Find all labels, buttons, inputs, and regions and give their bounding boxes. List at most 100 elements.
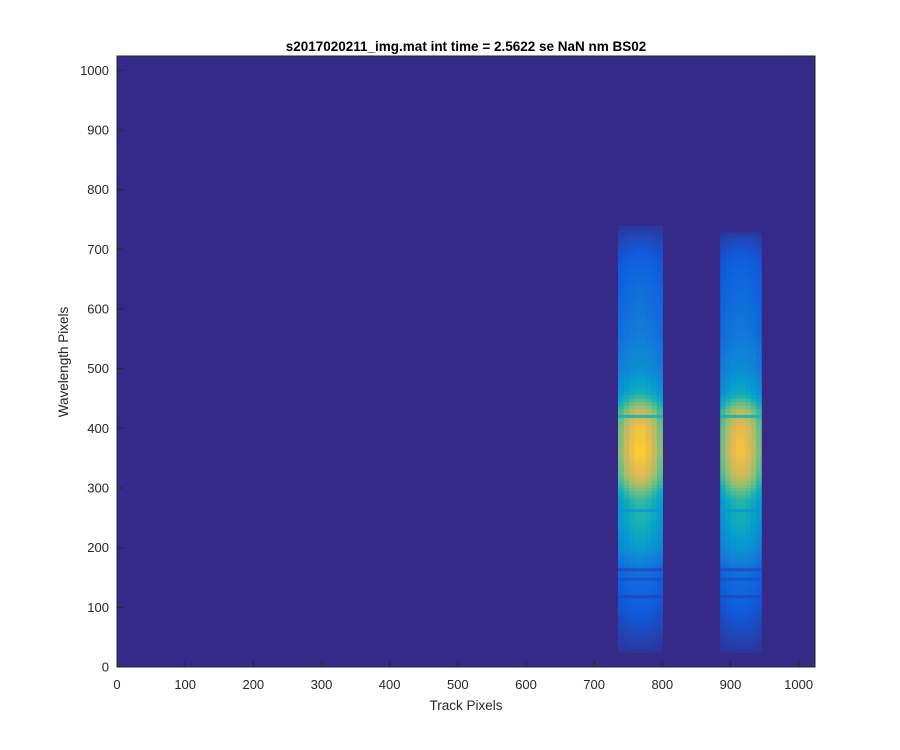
heatmap-cell bbox=[656, 623, 663, 628]
heatmap-cell bbox=[651, 619, 658, 625]
heatmap-cell bbox=[735, 455, 742, 460]
heatmap-cell bbox=[634, 619, 641, 625]
heatmap-cell bbox=[640, 627, 647, 632]
heatmap-cell bbox=[651, 616, 658, 621]
heatmap-cell bbox=[634, 641, 641, 646]
heatmap-cell bbox=[725, 383, 732, 388]
heatmap-cell bbox=[623, 394, 630, 399]
heatmap-cell bbox=[745, 512, 752, 517]
heatmap-cell bbox=[618, 229, 625, 234]
heatmap-cell bbox=[735, 236, 742, 241]
heatmap-cell bbox=[651, 319, 658, 324]
heatmap-cell bbox=[640, 394, 647, 399]
heatmap-cell bbox=[745, 587, 752, 592]
heatmap-cell bbox=[725, 430, 732, 435]
x-tick-label: 700 bbox=[583, 677, 605, 692]
heatmap-cell bbox=[756, 308, 762, 313]
heatmap-cell bbox=[651, 387, 658, 392]
heatmap-cell bbox=[656, 372, 663, 378]
heatmap-cell bbox=[651, 644, 658, 650]
heatmap-cell bbox=[618, 344, 625, 349]
heatmap-cell bbox=[735, 444, 742, 449]
heatmap-cell bbox=[730, 369, 737, 374]
heatmap-cell bbox=[720, 648, 726, 653]
heatmap-cell bbox=[720, 254, 726, 259]
heatmap-cell bbox=[740, 630, 747, 635]
heatmap-cell bbox=[623, 254, 630, 259]
heatmap-cell bbox=[720, 276, 726, 281]
heatmap-cell bbox=[640, 233, 647, 238]
heatmap-cell bbox=[651, 294, 658, 299]
heatmap-cell bbox=[645, 376, 652, 381]
heatmap-cell bbox=[745, 584, 752, 589]
heatmap-cell bbox=[730, 623, 737, 628]
heatmap-cell bbox=[645, 437, 652, 442]
heatmap-cell bbox=[629, 634, 636, 639]
heatmap-cell bbox=[629, 476, 636, 481]
heatmap-cell bbox=[623, 329, 630, 335]
heatmap-cell bbox=[740, 337, 747, 342]
heatmap-cell bbox=[629, 226, 636, 231]
heatmap-cell bbox=[656, 473, 663, 478]
heatmap-cell bbox=[651, 247, 658, 252]
heatmap-cell bbox=[651, 648, 658, 653]
heatmap-cell bbox=[745, 541, 752, 546]
heatmap-cell bbox=[730, 387, 737, 392]
heatmap-cell bbox=[623, 476, 630, 481]
heatmap-cell bbox=[640, 548, 647, 553]
heatmap-cell bbox=[750, 258, 757, 263]
heatmap-cell bbox=[618, 276, 625, 281]
heatmap-cell bbox=[618, 233, 625, 238]
heatmap-cell bbox=[735, 559, 742, 564]
heatmap-cell bbox=[750, 412, 757, 417]
heatmap-cell bbox=[623, 372, 630, 378]
heatmap-cell bbox=[618, 379, 625, 385]
heatmap-cell bbox=[618, 225, 625, 227]
heatmap-cell bbox=[756, 326, 762, 331]
heatmap-cell bbox=[651, 573, 658, 578]
heatmap-cell bbox=[745, 616, 752, 621]
heatmap-cell bbox=[735, 473, 742, 478]
heatmap-cell bbox=[720, 354, 726, 360]
heatmap-cell bbox=[645, 591, 652, 596]
heatmap-cell bbox=[629, 494, 636, 499]
heatmap-cell bbox=[735, 548, 742, 553]
heatmap-cell bbox=[623, 505, 630, 510]
heatmap-cell bbox=[651, 501, 658, 506]
heatmap-cell bbox=[750, 526, 757, 531]
heatmap-cell bbox=[745, 254, 752, 259]
heatmap-cell bbox=[756, 548, 762, 553]
heatmap-cell bbox=[623, 530, 630, 535]
heatmap-cell bbox=[640, 476, 647, 481]
heatmap-cell bbox=[651, 412, 658, 417]
heatmap-cell bbox=[623, 390, 630, 395]
heatmap-cell bbox=[750, 430, 757, 435]
heatmap-cell bbox=[645, 351, 652, 356]
heatmap-cell bbox=[750, 365, 757, 370]
plot-area[interactable] bbox=[116, 55, 816, 668]
heatmap-cell bbox=[725, 412, 732, 417]
heatmap-cell bbox=[629, 240, 636, 245]
heatmap-cell bbox=[740, 362, 747, 367]
heatmap-cell bbox=[756, 279, 762, 284]
heatmap-cell bbox=[640, 240, 647, 245]
heatmap-cell bbox=[651, 562, 658, 567]
heatmap-cell bbox=[725, 365, 732, 370]
heatmap-cell bbox=[629, 286, 636, 292]
heatmap-cell bbox=[618, 501, 625, 506]
heatmap-cell bbox=[725, 530, 732, 535]
heatmap-cell bbox=[618, 369, 625, 374]
heatmap-cell bbox=[740, 326, 747, 331]
heatmap-cell bbox=[725, 501, 732, 506]
heatmap-cell bbox=[756, 569, 762, 574]
heatmap-cell bbox=[740, 372, 747, 378]
heatmap-cell bbox=[629, 555, 636, 560]
heatmap-cell bbox=[623, 526, 630, 531]
heatmap-cell bbox=[756, 530, 762, 535]
heatmap-cell bbox=[745, 358, 752, 363]
heatmap-cell bbox=[651, 329, 658, 335]
heatmap-cell bbox=[629, 569, 636, 574]
heatmap-cell bbox=[618, 290, 625, 295]
heatmap-cell bbox=[720, 537, 726, 542]
